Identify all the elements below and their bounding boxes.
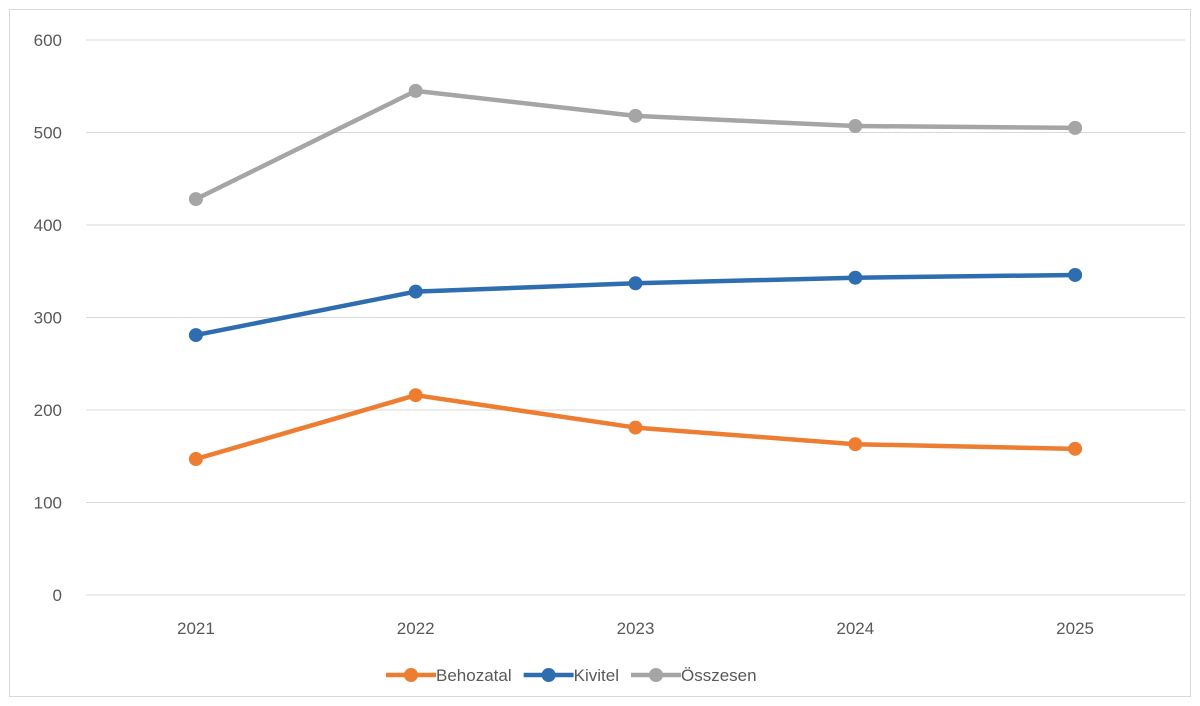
legend-item: Behozatal (386, 666, 512, 685)
legend-marker (541, 668, 556, 682)
x-tick-label: 2024 (836, 619, 874, 638)
legend: Behozatal Kivitel Összesen (386, 666, 757, 685)
legend-label: Behozatal (436, 666, 512, 685)
y-axis-ticks: 0 100 200 300 400 500 600 (34, 31, 62, 605)
data-point (188, 192, 203, 207)
data-point (408, 83, 423, 98)
legend-item: Kivitel (523, 666, 619, 685)
data-point (848, 437, 863, 452)
chart-frame (9, 9, 1191, 697)
x-tick-label: 2025 (1056, 619, 1094, 638)
data-point (628, 420, 643, 435)
y-tick-label: 100 (34, 494, 62, 513)
y-tick-label: 600 (34, 31, 62, 50)
legend-marker (648, 668, 663, 682)
y-tick-label: 200 (34, 401, 62, 420)
y-tick-label: 400 (34, 216, 62, 235)
data-point (848, 270, 863, 285)
data-point (188, 328, 203, 343)
data-point (848, 119, 863, 134)
legend-item: Összesen (630, 666, 757, 685)
x-tick-label: 2023 (617, 619, 655, 638)
data-point (628, 108, 643, 123)
y-tick-label: 0 (53, 586, 62, 605)
data-point (628, 276, 643, 291)
gridlines (86, 39, 1185, 596)
legend-marker (404, 668, 418, 682)
series-3 (188, 83, 1083, 207)
series-1 (188, 388, 1083, 467)
data-point (408, 284, 423, 299)
data-point (188, 452, 203, 467)
series-layer (188, 83, 1083, 467)
y-tick-label: 500 (34, 124, 62, 143)
x-tick-label: 2021 (177, 619, 215, 638)
y-tick-label: 300 (34, 309, 62, 328)
x-axis-ticks: 2021 2022 2023 2024 2025 (177, 619, 1094, 638)
data-point (1068, 267, 1083, 282)
series-line (193, 88, 1078, 202)
data-point (408, 388, 423, 403)
legend-label: Összesen (681, 666, 757, 685)
legend-label: Kivitel (574, 666, 619, 685)
x-tick-label: 2022 (397, 619, 435, 638)
data-point (1068, 120, 1083, 135)
data-point (1068, 441, 1083, 456)
series-2 (188, 267, 1083, 343)
